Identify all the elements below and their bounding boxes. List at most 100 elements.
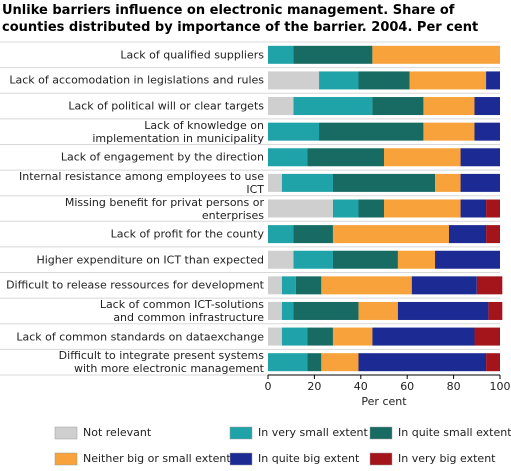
bar-segment <box>474 327 500 346</box>
bar-segment <box>411 276 477 295</box>
bar-segment <box>372 327 475 346</box>
bar-segment <box>281 276 296 295</box>
bar-segment <box>293 225 333 244</box>
bar-segment <box>268 122 320 141</box>
category-label: Internal resistance among employees to u… <box>19 169 264 196</box>
bar-segment <box>281 327 308 346</box>
bar-segment <box>268 353 308 372</box>
bar-segment <box>486 353 500 372</box>
bar-segment <box>358 301 398 320</box>
bar-segment <box>460 199 487 218</box>
bar-segment <box>486 71 500 90</box>
bar-segment <box>486 199 500 218</box>
category-label: Lack of accomodation in legislations and… <box>9 73 264 87</box>
bar-segment <box>268 45 294 64</box>
bar-segment <box>423 122 475 141</box>
legend-swatch <box>229 426 253 440</box>
bar-segment <box>332 225 449 244</box>
bar-segment <box>486 225 500 244</box>
bar-segment <box>307 327 333 346</box>
x-axis-label: Per cent <box>361 395 407 408</box>
legend-label: In quite small extent <box>398 426 511 439</box>
bar-segment <box>435 173 461 192</box>
legend-swatch <box>54 426 78 440</box>
legend-swatch <box>369 426 393 440</box>
bar-segment <box>488 301 503 320</box>
bar-segment <box>409 71 487 90</box>
category-label: Lack of profit for the county <box>110 227 264 241</box>
bar-segment <box>474 97 500 116</box>
legend-label: Neither big or small extent <box>83 452 231 465</box>
bar-segment <box>307 148 384 167</box>
category-label: Lack of political will or clear targets <box>68 99 264 113</box>
bar-segment <box>293 97 373 116</box>
bar-segment <box>423 97 475 116</box>
bar-segment <box>332 199 359 218</box>
bar-segment <box>397 250 436 269</box>
bar-segment <box>268 173 282 192</box>
chart-title: Unlike barriers influence on electronic … <box>2 3 479 35</box>
bar-segment <box>293 45 373 64</box>
bar-segment <box>268 276 282 295</box>
bar-segment <box>476 276 503 295</box>
bar-segment <box>372 45 500 64</box>
bar-segment <box>358 199 384 218</box>
bar-segment <box>460 148 500 167</box>
bar-segment <box>332 173 436 192</box>
bar-segment <box>319 122 424 141</box>
bar-segment <box>358 71 410 90</box>
bar-segment <box>268 250 294 269</box>
bar-segment <box>474 122 500 141</box>
bar-segment <box>397 301 489 320</box>
bar-segment <box>435 250 500 269</box>
legend-label: In very small extent <box>258 426 368 439</box>
bar-segment <box>460 173 500 192</box>
bar-segment <box>268 301 282 320</box>
bar-segment <box>384 148 461 167</box>
bar-segment <box>268 71 320 90</box>
bar-segment <box>384 199 461 218</box>
x-tick-label: 0 <box>265 380 272 393</box>
bar-segment <box>295 276 322 295</box>
category-label: Difficult to release ressources for deve… <box>6 278 264 292</box>
bar-segment <box>358 353 487 372</box>
bar-segment <box>321 276 412 295</box>
bar-segment <box>268 199 333 218</box>
category-label: Difficult to integrate present systems w… <box>58 349 264 376</box>
bar-segment <box>293 301 359 320</box>
x-tick-label: 60 <box>400 380 414 393</box>
category-label: Missing benefit for privat persons or en… <box>64 195 264 222</box>
category-label: Higher expenditure on ICT than expected <box>36 253 264 267</box>
bar-segment <box>307 353 322 372</box>
bar-segment <box>268 225 294 244</box>
x-tick-label: 100 <box>490 380 511 393</box>
category-label: Lack of common ICT-solutions and common … <box>99 297 264 324</box>
bar-segment <box>281 173 333 192</box>
bar-segment <box>332 250 398 269</box>
category-label: Lack of qualified suppliers <box>120 48 264 62</box>
bar-segment <box>332 327 373 346</box>
category-label: Lack of common standards on dataexchange <box>16 330 264 344</box>
bar-segment <box>293 250 333 269</box>
bar-segment <box>281 301 294 320</box>
x-tick-label: 20 <box>307 380 321 393</box>
bar-segment <box>268 327 282 346</box>
bar-segment <box>321 353 359 372</box>
bar-segment <box>372 97 424 116</box>
category-label: Lack of engagement by the direction <box>60 150 264 164</box>
x-tick-label: 40 <box>354 380 368 393</box>
category-label: Lack of knowledge on implementation in m… <box>92 118 264 145</box>
bar-segment <box>448 225 487 244</box>
legend-swatch <box>229 452 253 466</box>
legend-label: In very big extent <box>398 452 496 465</box>
bar-segment <box>268 97 294 116</box>
bar-segment <box>319 71 359 90</box>
bar-segment <box>268 148 308 167</box>
legend-swatch <box>369 452 393 466</box>
legend-label: Not relevant <box>83 426 152 439</box>
x-tick-label: 80 <box>447 380 461 393</box>
legend-label: In quite big extent <box>258 452 360 465</box>
legend-swatch <box>54 452 78 466</box>
